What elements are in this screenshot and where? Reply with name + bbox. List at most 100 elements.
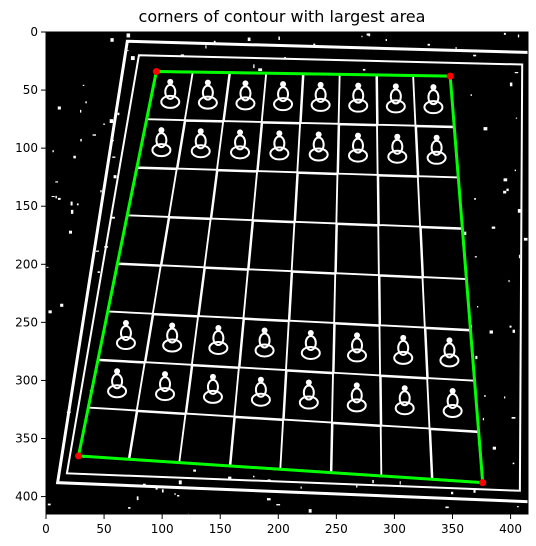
noise-speck [73,156,75,159]
chess-piece-head [402,385,408,391]
noise-speck [471,94,472,96]
y-tick-label: 100 [15,141,38,155]
chess-piece-head [237,129,243,135]
chess-piece-head [446,337,452,343]
noise-speck [309,509,312,512]
board-square [336,224,380,276]
board-square [420,227,466,279]
noise-speck [510,83,512,87]
chess-piece-head [276,130,282,136]
noise-speck [503,191,506,194]
x-axis: 0 50 100 150 200 250 300 350 400 [42,514,522,536]
noise-speck [363,69,365,71]
board-square [337,174,379,225]
noise-speck [128,507,130,509]
board-square [292,222,337,273]
chess-piece-head [280,81,286,87]
noise-speck [127,33,131,37]
noise-speck [504,396,505,398]
corner-point [447,73,454,80]
noise-speck [80,139,81,142]
noise-speck [483,418,484,420]
noise-speck [80,110,81,113]
noise-speck [103,124,105,125]
chess-piece-head [262,327,268,333]
noise-speck [248,38,251,41]
board-square [211,170,257,220]
chess-piece-head [318,82,324,88]
noise-speck [205,45,206,48]
noise-speck [492,227,495,229]
x-tick-label: 300 [383,522,406,536]
noise-speck [276,504,280,505]
noise-speck [278,37,280,40]
y-tick-label: 250 [15,315,38,329]
x-tick-label: 250 [325,522,348,536]
x-tick-label: 50 [96,522,111,536]
noise-speck [137,496,139,500]
noise-speck [48,504,51,506]
noise-speck [55,181,58,182]
noise-speck [98,271,100,273]
noise-speck [131,56,135,60]
noise-speck [372,480,374,483]
chess-piece-head [400,335,406,341]
board-square [331,423,382,476]
board-square [129,411,186,463]
chess-piece-head [354,332,360,338]
noise-speck [474,198,476,200]
noise-speck [258,68,262,71]
x-tick-label: 400 [499,522,522,536]
y-axis: 050100150200250300350400 [15,25,46,504]
noise-speck [253,64,254,68]
x-tick-label: 200 [267,522,290,536]
noise-speck [177,495,179,497]
board-square [334,274,379,326]
noise-speck [445,507,448,509]
noise-speck [55,196,56,199]
noise-speck [512,417,516,419]
x-tick-label: 150 [209,522,232,536]
chess-piece-head [354,382,360,388]
noise-speck [71,210,73,214]
chess-piece-head [394,134,400,140]
chess-piece-head [306,380,312,386]
noise-speck [518,34,519,37]
noise-speck [69,231,72,234]
noise-speck [52,196,55,197]
chessboard-threshold-image [46,32,536,514]
board-square [430,429,483,483]
chess-piece-head [167,79,173,85]
chess-piece-head [205,80,211,86]
board-square [180,414,235,466]
board-square [379,225,423,277]
noise-speck [510,326,512,328]
y-tick-label: 400 [15,490,38,504]
chess-piece-head [162,371,168,377]
noise-speck [93,134,96,135]
board-square [198,268,248,319]
chess-piece-head [434,135,440,141]
chess-piece-head [169,323,175,329]
x-tick-label: 350 [441,522,464,536]
noise-speck [48,310,51,313]
y-tick-label: 150 [15,199,38,213]
noise-speck [506,189,508,191]
board-square [230,417,283,469]
chess-piece-head [215,325,221,331]
noise-speck [508,280,509,282]
noise-speck [519,255,520,259]
noise-speck [175,493,176,495]
noise-speck [475,356,477,359]
board-square [153,266,205,317]
board-square [281,420,333,473]
noise-speck [367,33,369,35]
noise-speck [110,119,113,123]
noise-speck [110,38,113,42]
chart-title: corners of contour with largest area [139,7,426,26]
noise-speck [127,50,128,51]
noise-speck [515,170,516,171]
noise-speck [475,256,477,257]
board-square [418,176,462,228]
